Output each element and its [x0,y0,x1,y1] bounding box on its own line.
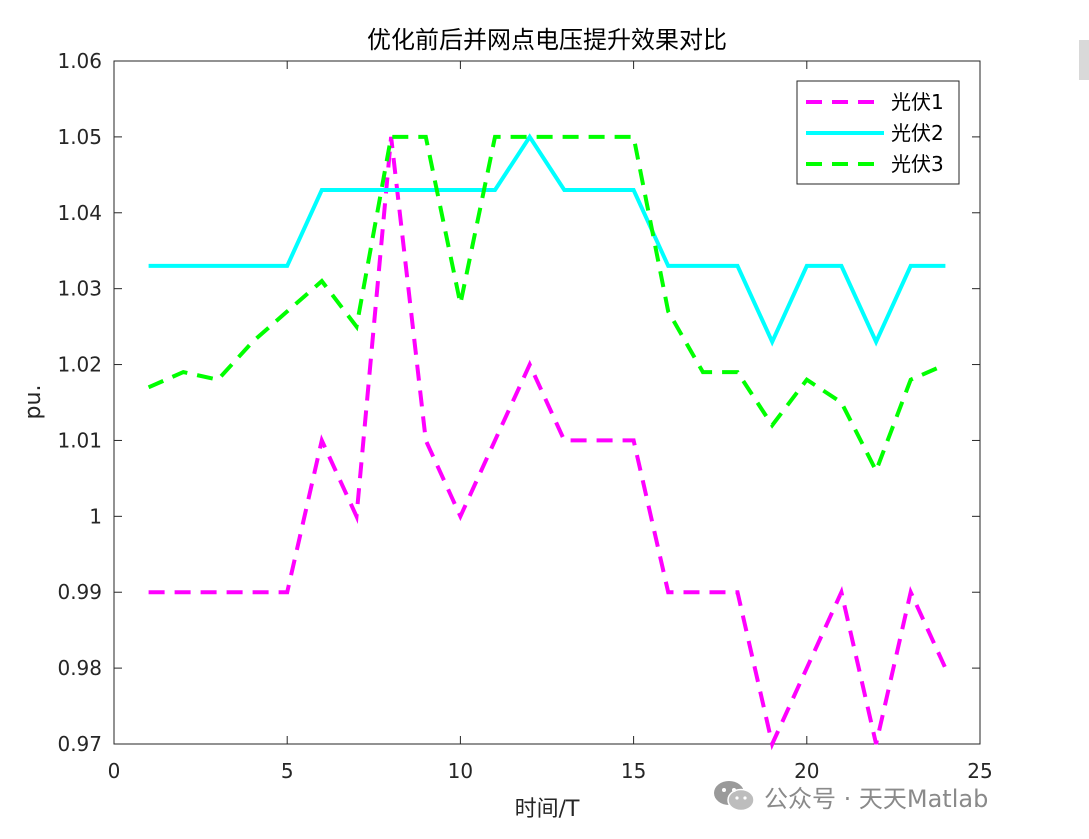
legend: 光伏1 光伏2 光伏3 [796,80,960,185]
series-line-2 [148,133,946,347]
x-axis: 0 5 10 15 20 25 [108,61,993,783]
y-tick-label: 1.01 [57,428,102,452]
y-tick-label: 1 [89,504,102,528]
y-tick-label: 0.99 [57,580,102,604]
series-layer [147,133,948,751]
watermark: 公众号 · 天天Matlab [712,778,988,814]
legend-label-2: 光伏2 [891,121,944,145]
x-axis-label: 时间/T [515,797,580,822]
y-tick-label: 1.02 [57,353,102,377]
y-tick-label: 1.04 [57,201,102,225]
x-tick-label: 10 [448,759,473,783]
series-line-3 [147,134,947,476]
y-tick-label: 0.97 [57,732,102,756]
wechat-icon [714,781,755,812]
x-tick-label: 25 [967,759,992,783]
y-tick-label: 1.03 [57,277,102,301]
window-edge [1079,40,1089,80]
x-tick-label: 20 [794,759,819,783]
series-line-1 [148,136,948,751]
x-tick-label: 15 [621,759,646,783]
y-axis: 0.97 0.98 0.99 1 1.01 1.02 1.03 1.04 1.05 1.06 [57,49,980,756]
legend-label-1: 光伏1 [891,90,944,114]
y-axis-label: pu. [21,385,46,420]
chart-title: 优化前后并网点电压提升效果对比 [367,26,727,54]
watermark-text: 公众号 · 天天Matlab [764,784,989,813]
x-tick-label: 5 [281,759,294,783]
x-tick-label: 0 [108,759,121,783]
y-tick-label: 1.05 [57,125,102,149]
legend-label-3: 光伏3 [891,152,944,176]
y-tick-label: 1.06 [57,49,102,73]
y-tick-label: 0.98 [57,656,102,680]
